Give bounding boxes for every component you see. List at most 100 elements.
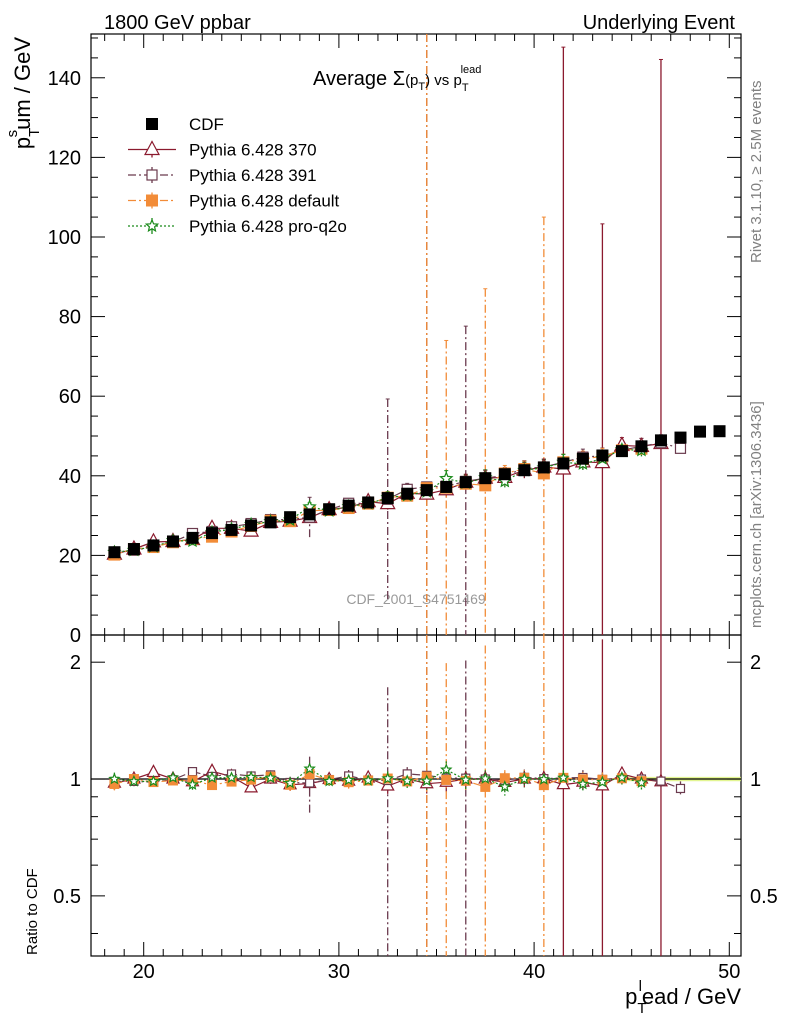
ratio-axis-label: Ratio to CDF — [24, 868, 41, 955]
series-markers — [106, 425, 726, 561]
data-point — [381, 492, 394, 505]
y-tick-label: 120 — [48, 147, 81, 169]
data-point — [538, 780, 549, 791]
data-point — [615, 771, 629, 783]
ratio-panel — [90, 634, 742, 957]
ratio-tick-label: 0.5 — [53, 886, 81, 908]
data-point — [459, 476, 472, 489]
data-point — [143, 140, 161, 156]
plot-title: Average Σ(pT) vs pTlead — [313, 64, 481, 94]
data-point — [479, 472, 492, 485]
data-point — [206, 527, 219, 540]
series-line — [114, 448, 642, 553]
ratio-series — [107, 635, 686, 956]
legend-label: Pythia 6.428 391 — [189, 166, 317, 185]
side-text-rivet: Rivet 3.1.10, ≥ 2.5M events — [748, 81, 765, 264]
data-point — [440, 480, 453, 493]
tick-labels: 20 30 40 50 0 20 40 60 80 100 120 140 0.5 0.5 1 1 2 2 — [48, 68, 778, 983]
data-point — [146, 169, 158, 181]
data-point — [146, 194, 158, 207]
data-point — [207, 780, 218, 791]
data-point — [635, 440, 648, 453]
data-point — [166, 535, 179, 548]
data-point — [459, 773, 472, 786]
axis-ticks — [91, 34, 741, 956]
data-point — [518, 772, 531, 785]
data-point — [284, 511, 297, 524]
data-point — [381, 771, 395, 784]
analysis-watermark: CDF_2001_S4751469 — [346, 591, 486, 607]
x-tick-label: 30 — [328, 961, 350, 983]
data-point — [576, 452, 589, 465]
data-point — [498, 468, 511, 481]
data-point — [147, 539, 160, 552]
data-point — [322, 774, 336, 787]
legend: CDF Pythia 6.428 370 Pythia 6.428 391 Pythi… — [128, 115, 347, 236]
data-point — [187, 766, 198, 777]
data-point — [303, 508, 316, 521]
data-point — [713, 425, 726, 438]
data-point — [499, 773, 510, 784]
data-point — [674, 431, 687, 444]
data-point — [147, 774, 160, 787]
ratio-tick-label-right: 2 — [750, 652, 761, 674]
header-right: Underlying Event — [583, 12, 736, 34]
data-point — [146, 118, 158, 130]
data-point — [420, 774, 433, 787]
data-point — [498, 780, 512, 793]
ratio-line — [114, 773, 642, 788]
data-point — [480, 781, 491, 792]
data-point — [576, 777, 590, 790]
data-point — [127, 774, 141, 787]
data-point — [244, 779, 259, 793]
series-line — [114, 448, 642, 556]
data-point — [166, 771, 180, 783]
data-point — [615, 445, 628, 458]
legend-label: Pythia 6.428 pro-q2o — [189, 217, 347, 236]
data-point — [303, 762, 316, 775]
ratio-tick-label-right: 0.5 — [750, 886, 778, 908]
data-point — [205, 771, 219, 784]
x-tick-label: 40 — [523, 961, 545, 983]
side-text-mcplots: mcplots.cern.ch [arXiv:1306.3436] — [748, 401, 765, 628]
data-point — [323, 503, 336, 516]
y-tick-label: 100 — [48, 227, 81, 249]
data-point — [342, 499, 355, 512]
y-axis-label: pTsum / GeV — [4, 37, 43, 149]
legend-label: Pythia 6.428 370 — [189, 141, 317, 160]
data-point — [144, 218, 160, 233]
data-point — [556, 776, 571, 790]
data-point — [361, 774, 375, 786]
data-point — [656, 776, 666, 786]
data-point — [264, 771, 277, 784]
data-point — [342, 773, 355, 786]
data-point — [537, 461, 550, 474]
legend-label: Pythia 6.428 default — [189, 192, 340, 211]
data-point — [226, 776, 237, 787]
data-point — [186, 531, 199, 544]
data-point — [694, 425, 707, 438]
data-point — [146, 764, 161, 778]
data-point — [440, 763, 453, 776]
data-point — [674, 442, 687, 454]
ratio-line — [114, 768, 642, 788]
data-point — [675, 783, 686, 794]
ratio-tick-label: 2 — [70, 652, 81, 674]
data-point — [654, 434, 667, 447]
legend-label: CDF — [189, 115, 224, 134]
data-point — [244, 770, 258, 783]
ratio-tick-label-right: 1 — [750, 769, 761, 791]
data-point — [401, 487, 414, 500]
data-point — [557, 771, 570, 784]
data-point — [537, 772, 551, 785]
data-point — [108, 546, 121, 559]
data-point — [401, 774, 414, 787]
data-point — [225, 523, 238, 536]
x-tick-label: 50 — [718, 961, 740, 983]
y-tick-label: 0 — [70, 625, 81, 647]
data-point — [109, 778, 120, 789]
data-point — [596, 449, 609, 462]
data-point — [304, 769, 315, 780]
data-point — [245, 519, 258, 532]
data-point — [362, 496, 375, 509]
